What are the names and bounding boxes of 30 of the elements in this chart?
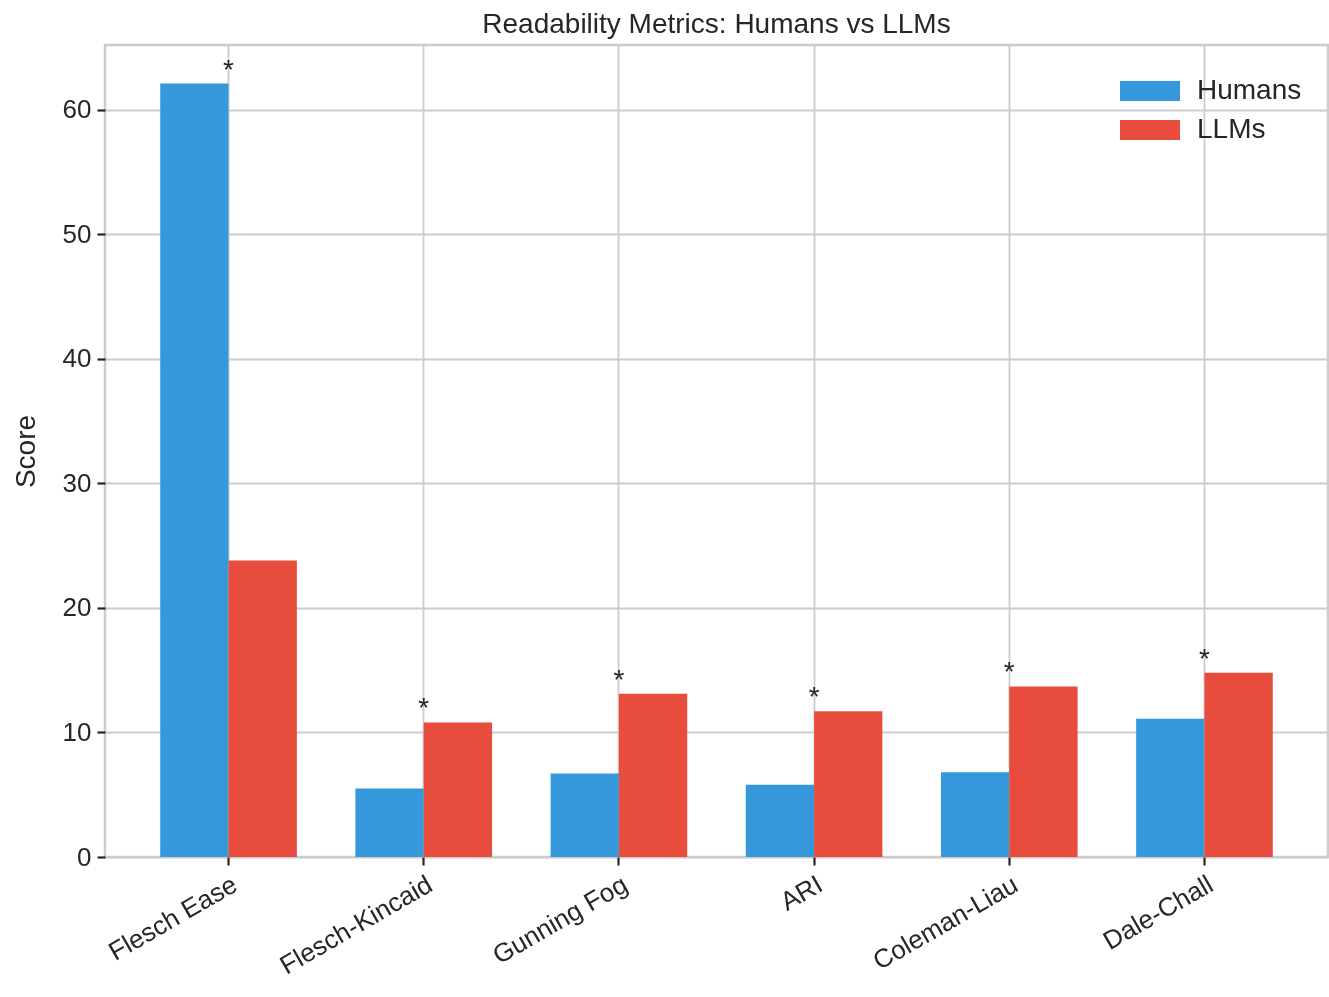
legend-label: LLMs xyxy=(1197,113,1266,144)
annotation: * xyxy=(613,663,625,695)
bar xyxy=(1204,672,1273,857)
bar xyxy=(160,83,229,857)
x-tick-label: ARI xyxy=(775,868,828,917)
y-tick-label: 40 xyxy=(62,343,92,374)
y-tick-label: 50 xyxy=(62,218,92,249)
annotation: * xyxy=(1199,642,1210,674)
y-axis-title: Score xyxy=(9,414,41,489)
annotation: * xyxy=(808,681,820,713)
bar xyxy=(228,560,297,857)
y-tick-label: 30 xyxy=(62,467,92,498)
bar xyxy=(355,788,424,857)
bar xyxy=(1009,686,1078,857)
legend-label: Humans xyxy=(1197,74,1302,105)
annotation: * xyxy=(1003,656,1015,688)
y-tick-label: 0 xyxy=(77,841,92,872)
bar xyxy=(550,773,619,857)
bar xyxy=(423,722,493,857)
bar xyxy=(745,784,815,857)
y-tick-label: 60 xyxy=(62,94,92,125)
bar xyxy=(940,772,1010,857)
annotation: * xyxy=(223,53,235,85)
bar xyxy=(814,711,883,857)
y-tick-label: 10 xyxy=(62,716,92,747)
y-tick-label: 20 xyxy=(62,592,92,623)
bar xyxy=(1136,718,1205,857)
annotation: * xyxy=(418,692,430,724)
bar xyxy=(618,693,688,857)
chart-title: Readability Metrics: Humans vs LLMs xyxy=(482,8,951,39)
